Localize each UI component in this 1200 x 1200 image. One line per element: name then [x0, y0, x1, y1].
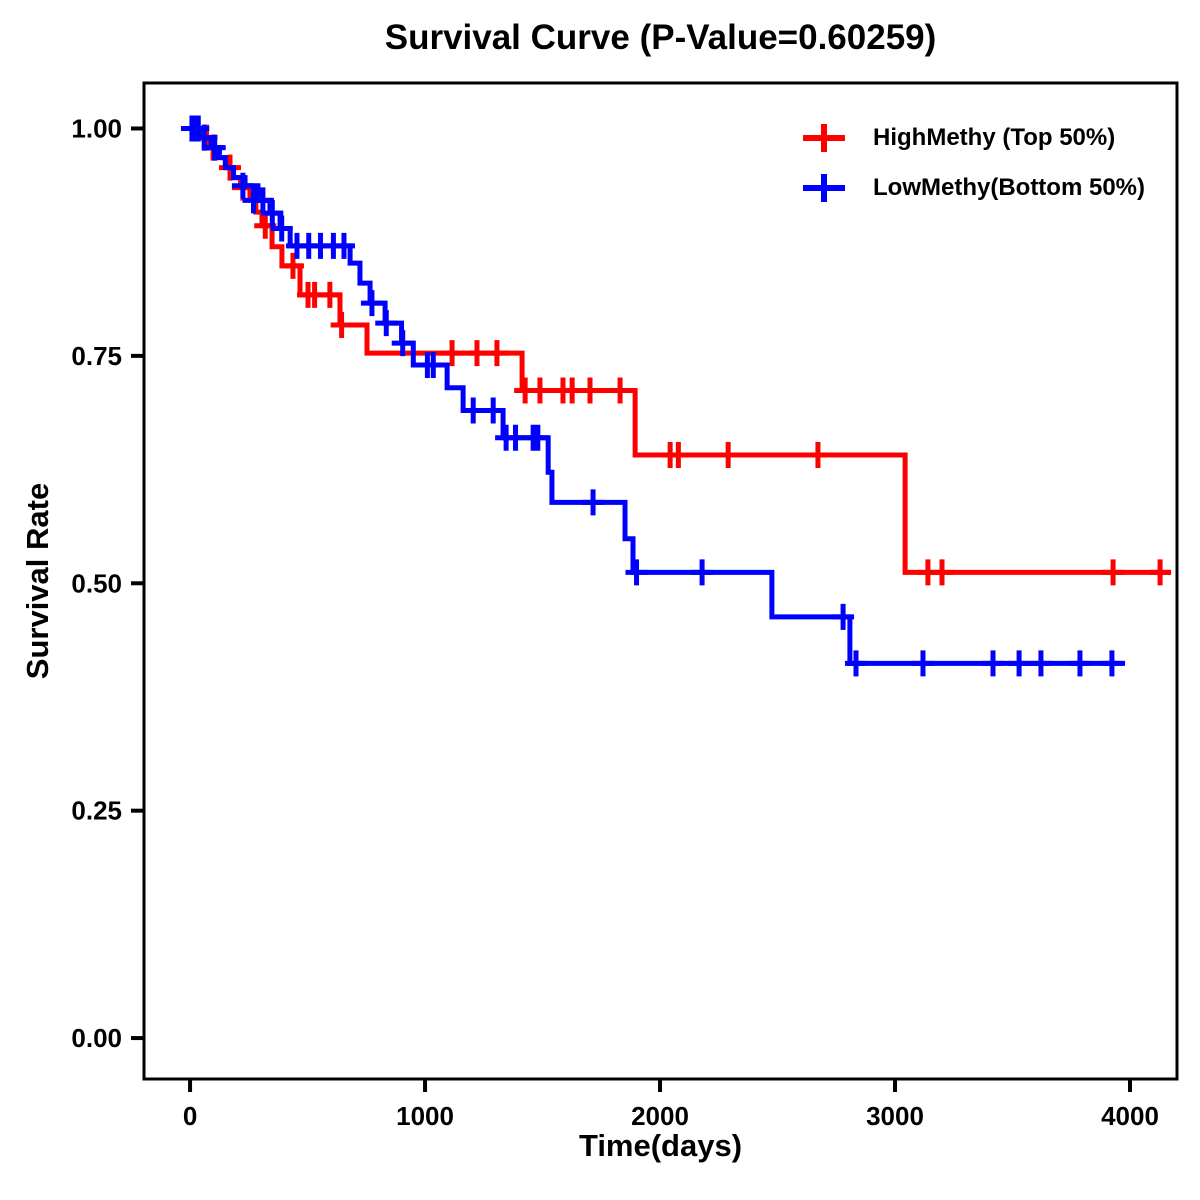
y-tick-label: 0.00	[71, 1023, 122, 1053]
legend-label-lowmethy: LowMethy(Bottom 50%)	[873, 174, 1145, 201]
x-tick-label: 1000	[396, 1101, 454, 1131]
y-tick-label: 0.25	[71, 796, 122, 826]
censor-marks-lowmethy	[180, 115, 1123, 677]
plot-frame	[142, 81, 1179, 1081]
x-tick-label: 4000	[1101, 1101, 1159, 1131]
x-tick-label: 2000	[631, 1101, 689, 1131]
legend-label-highmethy: HighMethy (Top 50%)	[873, 124, 1116, 151]
legend-item-highmethy: HighMethy (Top 50%)	[801, 118, 1145, 158]
y-tick-label: 1.00	[71, 113, 122, 143]
highmethy-cross-marker-icon	[803, 124, 845, 152]
legend-item-lowmethy: LowMethy(Bottom 50%)	[801, 168, 1145, 208]
x-axis-label: Time(days)	[578, 1128, 743, 1163]
x-tick-label: 0	[183, 1101, 197, 1131]
y-axis-label: Survival Rate	[20, 482, 55, 680]
km-curve-lowmethy	[190, 125, 1126, 666]
lowmethy-cross-marker-icon	[803, 174, 845, 202]
legend: HighMethy (Top 50%) LowMethy(Bottom 50%)	[801, 118, 1145, 208]
chart-title: Survival Curve (P-Value=0.60259)	[384, 18, 937, 57]
x-tick-label: 3000	[866, 1101, 924, 1131]
y-tick-label: 0.50	[71, 568, 122, 598]
y-tick-label: 0.75	[71, 341, 122, 371]
